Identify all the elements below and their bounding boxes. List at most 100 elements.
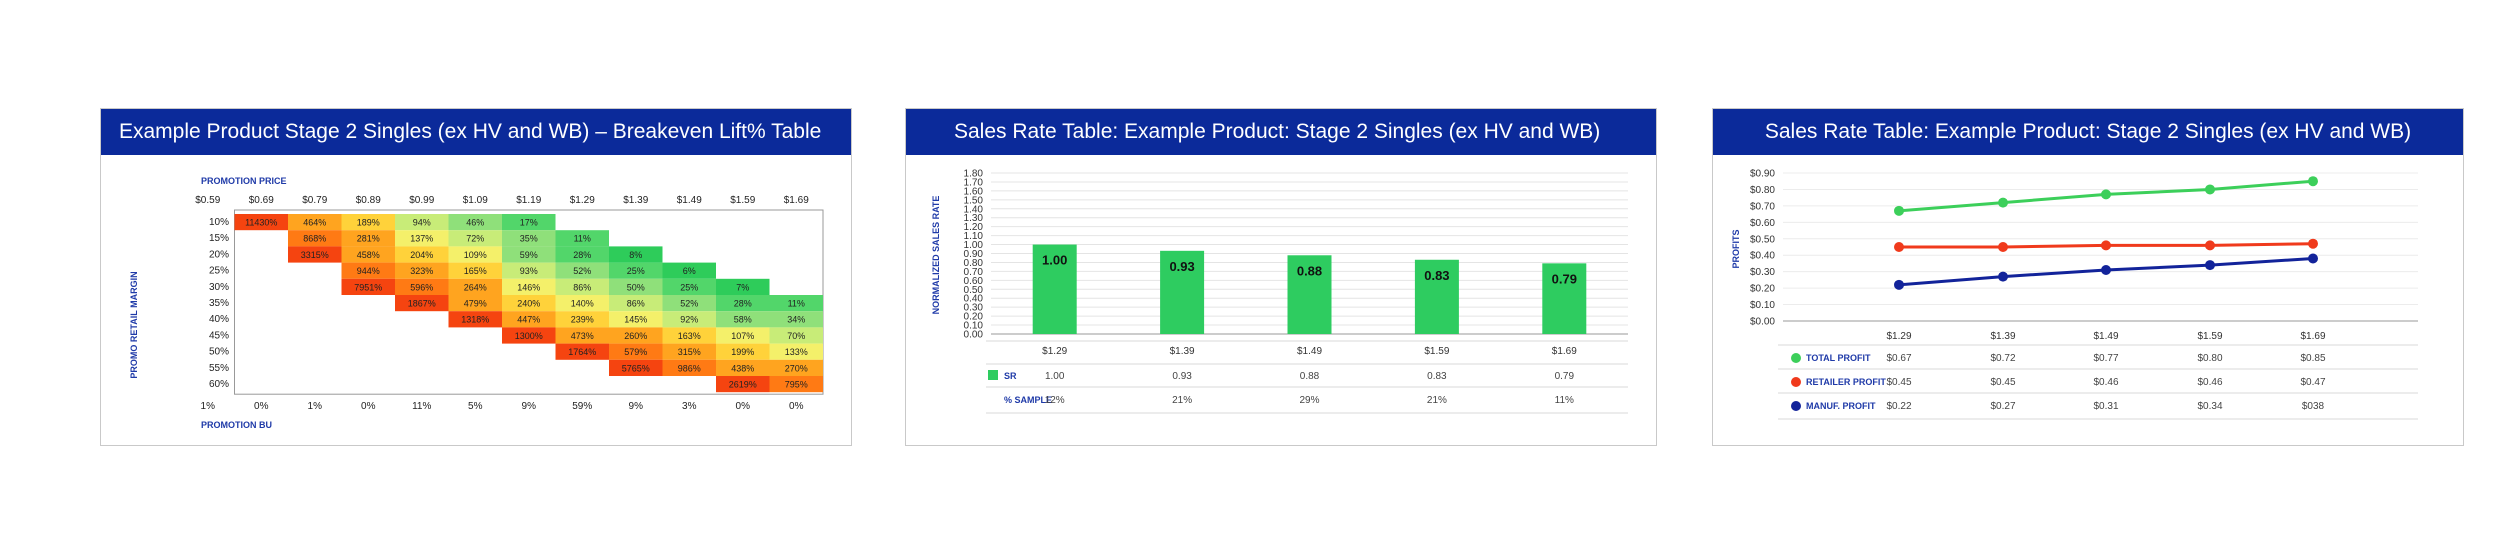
heatmap-cell-label: 35%	[520, 234, 538, 244]
line-ytick: $0.90	[1750, 169, 1775, 180]
heatmap-cell	[502, 278, 556, 295]
heatmap-cell-label: 199%	[731, 347, 754, 357]
line-point	[2101, 265, 2111, 276]
bar-table-cell: 21%	[1172, 395, 1192, 406]
heatmap-cell	[448, 230, 502, 247]
line-point	[2101, 240, 2111, 251]
heatmap-cell-label: 579%	[624, 347, 647, 357]
heatmap-cell-label: 72%	[466, 234, 484, 244]
line-legend-marker	[1791, 401, 1801, 411]
heatmap-cell	[609, 343, 663, 360]
bar-category-label: $1.49	[1297, 346, 1322, 357]
heatmap-row-label: 35%	[209, 298, 229, 309]
heatmap-cell	[662, 343, 716, 360]
bar-value-label: 1.00	[1042, 253, 1067, 268]
heatmap-cell	[555, 295, 609, 312]
heatmap-cell-label: 315%	[678, 347, 701, 357]
heatmap-cell-label: 479%	[464, 299, 487, 309]
heatmap-ylabel: PROMO RETAIL MARGIN	[129, 271, 139, 378]
bar-ytick: 0.50	[964, 285, 984, 296]
heatmap-cell	[662, 327, 716, 344]
heatmap-cell	[395, 246, 449, 263]
heatmap-cell	[769, 327, 823, 344]
line-point	[2308, 253, 2318, 264]
bar-category-label: $1.39	[1170, 346, 1195, 357]
heatmap-cell	[769, 376, 823, 393]
heatmap-cell-label: 438%	[731, 363, 754, 373]
sales-rate-bar-chart: 0.000.100.200.300.400.500.600.700.800.90…	[931, 169, 1628, 414]
bar-table-row-label: SR	[1004, 371, 1017, 381]
heatmap-cell	[502, 327, 556, 344]
line-table-cell: $0.85	[2300, 353, 2325, 364]
line-table-cell: $0.45	[1886, 377, 1911, 388]
line-ytick: $0.00	[1750, 317, 1775, 328]
bar-ytick: 0.60	[964, 276, 984, 287]
heatmap-cell	[448, 262, 502, 279]
heatmap-cell-label: 11%	[574, 234, 591, 244]
heatmap-cell-label: 795%	[785, 380, 808, 390]
bar-ytick: 1.10	[964, 231, 984, 242]
line-point	[2205, 184, 2215, 195]
heatmap-cell-label: 11%	[788, 299, 805, 309]
heatmap-bottom-value: 1%	[201, 401, 216, 412]
heatmap-cell	[716, 327, 770, 344]
heatmap-col-label: $0.69	[249, 195, 274, 206]
bar-table-cell: 0.79	[1555, 371, 1575, 382]
line-legend-marker	[1791, 353, 1801, 363]
heatmap-cell-label: 1867%	[408, 299, 436, 309]
bar-table-cell: 1.00	[1045, 371, 1065, 382]
heatmap-cell-label: 2619%	[729, 380, 757, 390]
heatmap-cell	[502, 311, 556, 328]
breakeven-title: Example Product Stage 2 Singles (ex HV a…	[101, 109, 851, 155]
heatmap-cell	[716, 278, 770, 295]
heatmap-cell	[609, 262, 663, 279]
line-point	[2101, 189, 2111, 200]
heatmap-cell-label: 25%	[627, 266, 645, 276]
bar-table-cell: 21%	[1427, 395, 1447, 406]
heatmap-cell-label: 133%	[785, 347, 808, 357]
heatmap-cell-label: 28%	[573, 250, 591, 260]
bar-ytick: 1.70	[964, 177, 984, 188]
heatmap-cell	[769, 343, 823, 360]
bar-category-label: $1.69	[1552, 346, 1577, 357]
sales-rate-panel: Sales Rate Table: Example Product: Stage…	[905, 108, 1657, 446]
heatmap-cell-label: 464%	[303, 218, 326, 228]
heatmap-cell-label: 189%	[357, 218, 380, 228]
heatmap-col-label: $0.89	[356, 195, 381, 206]
heatmap-cell-label: 260%	[624, 331, 647, 341]
heatmap-cell-label: 204%	[410, 250, 433, 260]
heatmap-cell-label: 270%	[785, 363, 808, 373]
heatmap-cell-label: 7%	[736, 282, 749, 292]
line-point	[1894, 279, 1904, 290]
heatmap-col-label: $0.99	[409, 195, 434, 206]
heatmap-cell	[716, 295, 770, 312]
heatmap-cell	[555, 262, 609, 279]
heatmap-bottom-value: 5%	[468, 401, 483, 412]
bar	[1542, 263, 1587, 334]
heatmap-cell-label: 240%	[517, 299, 540, 309]
heatmap-cell	[502, 230, 556, 247]
heatmap-cell	[395, 230, 449, 247]
heatmap-cell-label: 50%	[627, 282, 645, 292]
bar-ytick: 1.80	[964, 169, 984, 180]
bar-table-cell: 0.88	[1300, 371, 1320, 382]
line-table-cell: $0.80	[2197, 353, 2222, 364]
heatmap-cell	[288, 230, 342, 247]
heatmap-cell-label: 1318%	[461, 315, 489, 325]
heatmap-cell-label: 140%	[571, 299, 594, 309]
bar-ytick: 0.40	[964, 294, 984, 305]
bar-value-label: 0.88	[1297, 263, 1322, 278]
heatmap-bottom-value: 0%	[736, 401, 751, 412]
line-ytick: $0.60	[1750, 218, 1775, 229]
profit-title: Sales Rate Table: Example Product: Stage…	[1713, 109, 2463, 155]
heatmap-cell	[395, 214, 449, 231]
heatmap-cell-label: 59%	[520, 250, 538, 260]
heatmap-col-label: $0.59	[195, 195, 220, 206]
heatmap-cell-label: 944%	[357, 266, 380, 276]
bar-ytick: 0.80	[964, 258, 984, 269]
line-point	[1998, 242, 2008, 252]
heatmap-cell	[341, 278, 395, 295]
line-point	[1998, 271, 2008, 282]
heatmap-row-label: 20%	[209, 249, 229, 260]
bar-table-cell: 29%	[1299, 395, 1319, 406]
